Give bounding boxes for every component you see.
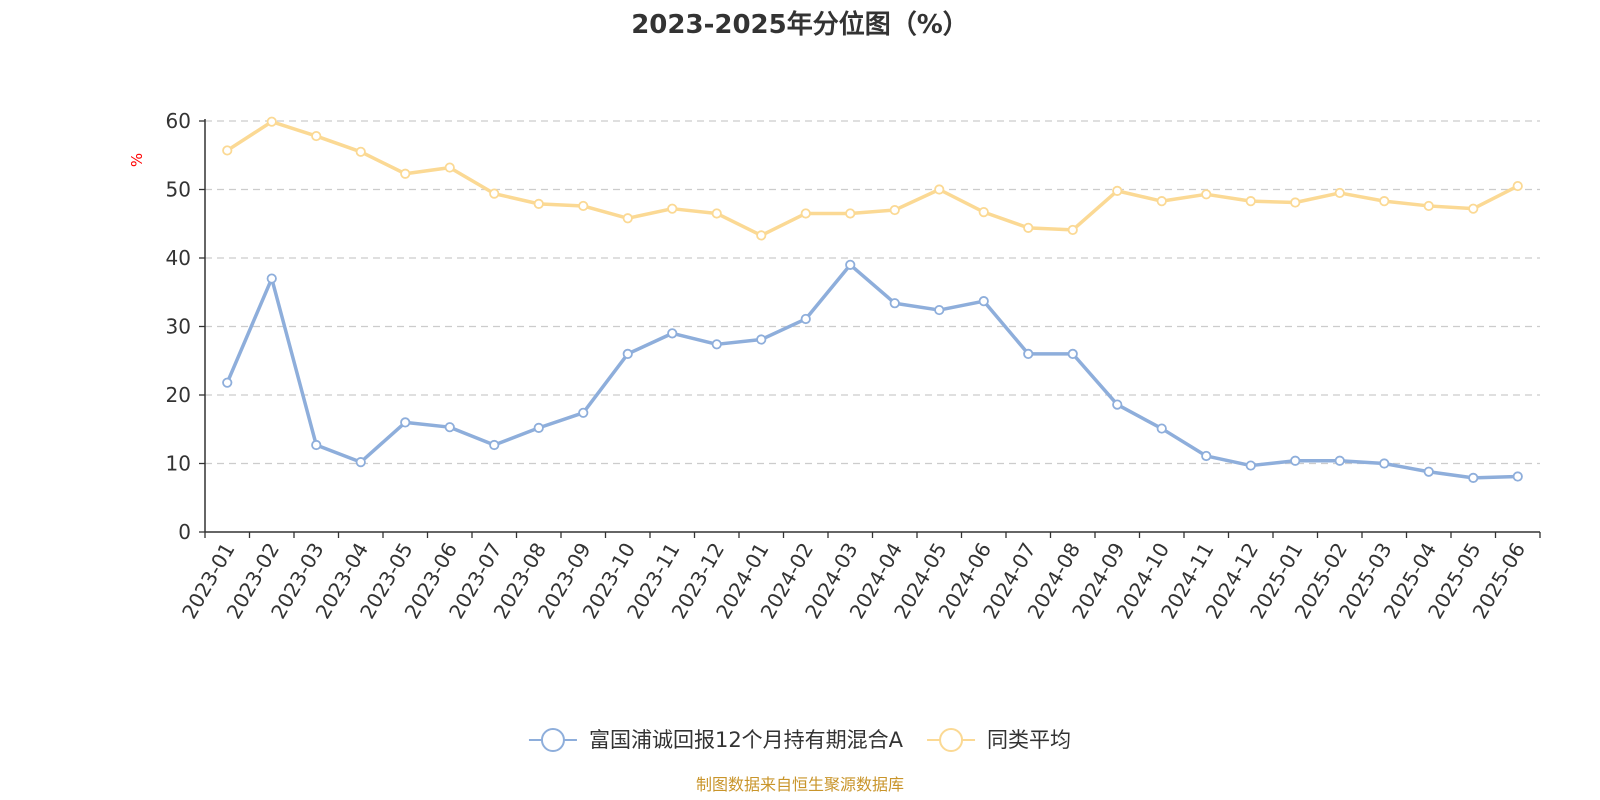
data-point	[622, 213, 633, 224]
data-point	[1512, 180, 1523, 192]
series-1	[222, 116, 1523, 241]
y-tick-label: 0	[178, 520, 191, 544]
data-point	[1334, 455, 1345, 466]
data-point	[1512, 471, 1523, 482]
legend-label: 富国浦诚回报12个月持有期混合A	[589, 728, 904, 752]
legend-item-0: 富国浦诚回报12个月持有期混合A	[528, 728, 904, 752]
data-point	[1201, 450, 1212, 462]
data-point	[444, 422, 455, 433]
y-tick-label: 10	[166, 452, 191, 476]
data-point	[1290, 455, 1301, 466]
data-point	[889, 204, 900, 216]
data-point	[622, 348, 633, 359]
data-point	[400, 417, 411, 428]
data-point	[1423, 200, 1434, 212]
data-point	[756, 230, 767, 241]
legend-marker	[939, 728, 964, 752]
data-point	[711, 339, 722, 350]
data-point	[667, 328, 678, 339]
data-point	[222, 377, 233, 388]
legend-marker	[540, 728, 565, 752]
data-point	[311, 439, 322, 451]
data-point	[845, 208, 856, 219]
data-point	[400, 168, 411, 179]
data-point	[1379, 196, 1390, 207]
data-point	[266, 116, 277, 127]
data-point	[1023, 222, 1034, 233]
data-point	[489, 439, 500, 451]
data-point	[978, 207, 989, 218]
data-point	[800, 313, 811, 325]
data-point	[444, 162, 455, 173]
data-point	[756, 334, 767, 345]
data-point	[266, 273, 277, 284]
data-point	[533, 422, 544, 433]
data-point	[355, 146, 366, 157]
series-line	[225, 263, 1518, 480]
data-point	[1112, 185, 1123, 196]
data-point	[1156, 423, 1167, 434]
series-line	[226, 119, 1519, 238]
data-point	[1067, 224, 1078, 236]
data-point	[978, 296, 989, 307]
gridlines	[205, 120, 1540, 465]
data-point	[1023, 348, 1034, 359]
data-point	[889, 298, 900, 309]
data-point	[1423, 466, 1434, 477]
data-point	[800, 208, 811, 219]
legend-item-1: 同类平均	[927, 728, 1071, 752]
y-tick-label: 30	[166, 315, 191, 339]
data-point	[934, 304, 945, 316]
data-point	[1156, 196, 1167, 207]
data-point	[1290, 197, 1301, 208]
data-point	[1245, 460, 1256, 471]
axes: 01020304050602023-012023-022023-032023-0…	[166, 109, 1541, 623]
series-0	[222, 259, 1523, 483]
legend: 富国浦诚回报12个月持有期混合A 同类平均	[528, 728, 1071, 752]
data-point	[845, 259, 856, 270]
y-tick-label: 40	[166, 246, 191, 270]
data-point	[489, 188, 500, 199]
data-point	[667, 203, 678, 214]
data-point	[934, 184, 945, 195]
data-point	[711, 208, 722, 219]
data-point	[578, 407, 589, 418]
data-point	[311, 130, 322, 142]
data-point	[1112, 399, 1123, 410]
data-point	[1067, 348, 1078, 359]
data-point	[1468, 472, 1479, 483]
data-point	[1334, 187, 1345, 199]
data-point	[578, 200, 589, 212]
chart-title: 2023-2025年分位图（%）	[631, 9, 969, 40]
data-point	[222, 145, 233, 156]
source-note: 制图数据来自恒生聚源数据库	[696, 775, 904, 794]
data-point	[533, 198, 544, 209]
legend-label: 同类平均	[987, 728, 1071, 752]
data-point	[1201, 189, 1212, 200]
y-axis-unit-label: %	[128, 153, 146, 167]
data-point	[1245, 196, 1256, 207]
data-point	[355, 457, 366, 468]
y-tick-label: 20	[166, 383, 191, 407]
data-point	[1379, 458, 1390, 469]
series-lines	[222, 116, 1523, 483]
data-point	[1468, 203, 1479, 214]
y-tick-label: 50	[166, 178, 191, 202]
y-tick-label: 60	[166, 109, 191, 133]
